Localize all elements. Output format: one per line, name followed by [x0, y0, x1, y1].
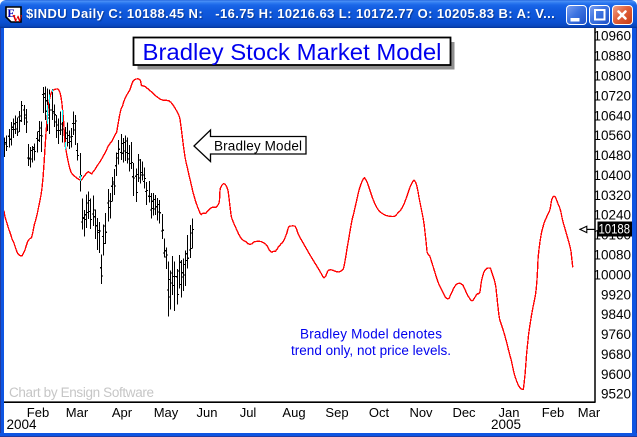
svg-text:10960: 10960 — [593, 29, 631, 44]
svg-text:10800: 10800 — [593, 69, 631, 84]
svg-text:Chart by Ensign Software: Chart by Ensign Software — [9, 385, 154, 400]
svg-text:10000: 10000 — [593, 267, 631, 282]
svg-text:Mar: Mar — [66, 405, 89, 420]
svg-text:10560: 10560 — [593, 128, 631, 143]
svg-text:Jan: Jan — [499, 405, 520, 420]
svg-text:2005: 2005 — [491, 417, 521, 432]
svg-text:Bradley Stock Market Model: Bradley Stock Market Model — [143, 39, 442, 65]
svg-text:9920: 9920 — [601, 287, 631, 302]
svg-text:10400: 10400 — [593, 168, 631, 183]
svg-text:E: E — [7, 8, 15, 20]
svg-text:10080: 10080 — [593, 248, 631, 263]
svg-text:May: May — [154, 405, 179, 420]
svg-text:9600: 9600 — [601, 367, 631, 382]
svg-text:Apr: Apr — [112, 405, 133, 420]
svg-text:10480: 10480 — [593, 148, 631, 163]
svg-text:W: W — [12, 14, 22, 23]
svg-text:Sep: Sep — [325, 405, 348, 420]
svg-text:10640: 10640 — [593, 108, 631, 123]
svg-text:10320: 10320 — [593, 188, 631, 203]
svg-text:2004: 2004 — [7, 417, 38, 432]
svg-text:Feb: Feb — [27, 405, 49, 420]
svg-text:trend only, not price levels.: trend only, not price levels. — [291, 343, 451, 358]
svg-text:9840: 9840 — [601, 307, 631, 322]
svg-text:10880: 10880 — [593, 49, 631, 64]
svg-text:10188: 10188 — [599, 222, 631, 237]
svg-text:Mar: Mar — [578, 405, 601, 420]
svg-text:Dec: Dec — [452, 405, 476, 420]
svg-text:9760: 9760 — [601, 327, 631, 342]
svg-text:Jun: Jun — [197, 405, 218, 420]
svg-text:Nov: Nov — [409, 405, 433, 420]
svg-text:Feb: Feb — [542, 405, 564, 420]
svg-text:Bradley Model: Bradley Model — [214, 139, 302, 154]
svg-text:Bradley Model denotes: Bradley Model denotes — [300, 327, 442, 342]
svg-text:10720: 10720 — [593, 88, 631, 103]
svg-text:Oct: Oct — [369, 405, 390, 420]
svg-text:Jul: Jul — [240, 405, 257, 420]
svg-text:10240: 10240 — [593, 208, 631, 223]
svg-text:9520: 9520 — [601, 387, 631, 402]
svg-text:Aug: Aug — [282, 405, 305, 420]
svg-text:9680: 9680 — [601, 347, 631, 362]
